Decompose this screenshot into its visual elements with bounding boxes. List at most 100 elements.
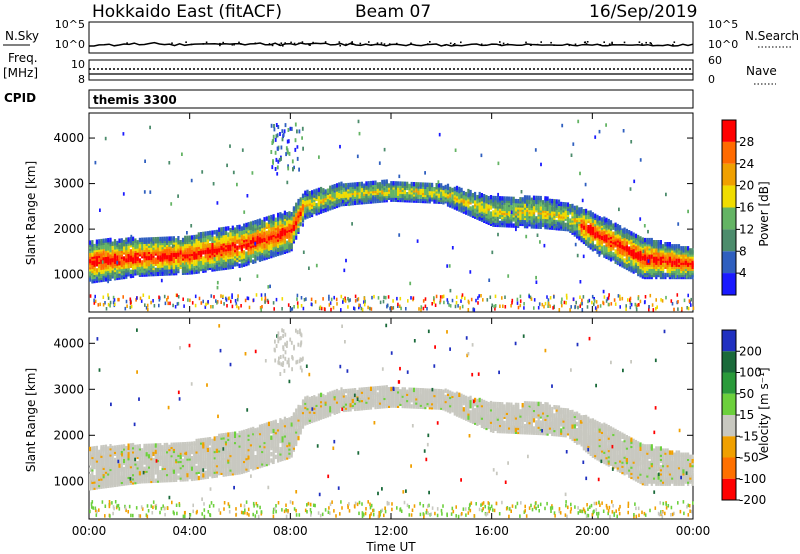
ground-scatter-cell bbox=[439, 295, 442, 299]
echo-cell bbox=[154, 267, 157, 273]
echo-cell bbox=[383, 179, 386, 184]
scatter-cell bbox=[507, 274, 510, 278]
echo-cell bbox=[471, 193, 474, 198]
ground-scatter-cell bbox=[606, 297, 609, 301]
scatter-cell bbox=[454, 148, 457, 152]
echo-cell bbox=[349, 182, 352, 188]
echo-cell bbox=[474, 191, 477, 197]
scatter-cell bbox=[256, 274, 259, 278]
echo-cell bbox=[603, 245, 606, 250]
echo-cell bbox=[147, 259, 151, 265]
echo-cell bbox=[412, 182, 416, 187]
ground-scatter-cell bbox=[363, 300, 365, 304]
echo-cell bbox=[141, 260, 144, 265]
echo-cell bbox=[544, 202, 547, 207]
echo-cell bbox=[195, 238, 198, 244]
ground-scatter-cell bbox=[174, 305, 177, 309]
echo-cell bbox=[249, 250, 252, 255]
echo-cell bbox=[245, 222, 248, 228]
scatter-cell bbox=[345, 258, 347, 263]
echo-cell bbox=[523, 195, 527, 200]
echo-cell bbox=[523, 203, 527, 208]
echo-cell bbox=[335, 183, 339, 188]
echo-cell bbox=[637, 265, 640, 271]
nsky-point bbox=[553, 44, 555, 46]
nsky-series bbox=[89, 41, 694, 47]
echo-cell bbox=[163, 261, 166, 266]
echo-cell bbox=[542, 200, 545, 205]
y-tick-label: 2000 bbox=[53, 222, 84, 236]
ground-scatter-cell bbox=[591, 294, 594, 299]
echo-cell bbox=[93, 475, 96, 480]
echo-cell bbox=[193, 261, 196, 266]
ground-scatter-cell bbox=[240, 304, 242, 308]
echo-cell bbox=[385, 179, 388, 184]
ground-scatter-cell bbox=[231, 295, 233, 299]
echo-cell bbox=[288, 151, 291, 156]
ground-scatter-cell bbox=[349, 298, 351, 302]
echo-cell bbox=[299, 221, 302, 227]
echo-cell bbox=[311, 190, 314, 195]
echo-cell bbox=[301, 126, 304, 131]
ground-scatter-cell bbox=[289, 307, 292, 312]
ground-scatter-cell bbox=[210, 305, 212, 309]
ground-scatter-cell bbox=[447, 300, 449, 305]
echo-cell bbox=[388, 183, 391, 188]
echo-cell bbox=[107, 446, 110, 451]
echo-cell bbox=[111, 249, 114, 255]
echo-cell bbox=[512, 204, 515, 210]
scatter-cell bbox=[647, 259, 650, 263]
ground-scatter-cell bbox=[225, 296, 227, 301]
ground-scatter-cell bbox=[296, 301, 299, 305]
echo-cell bbox=[422, 188, 425, 193]
nsky-point bbox=[449, 42, 452, 45]
ground-scatter-cell bbox=[593, 302, 595, 307]
echo-cell bbox=[267, 223, 271, 229]
ground-scatter-cell bbox=[97, 303, 100, 307]
echo-cell bbox=[177, 244, 180, 249]
echo-cell bbox=[91, 446, 94, 451]
nsky-point bbox=[460, 41, 462, 44]
echo-cell bbox=[195, 234, 198, 239]
scatter-cell bbox=[343, 268, 346, 273]
echo-cell bbox=[637, 234, 640, 240]
echo-cell bbox=[358, 181, 361, 187]
ground-scatter-cell bbox=[223, 302, 225, 306]
ground-scatter-cell bbox=[207, 300, 209, 304]
echo-cell bbox=[202, 250, 205, 255]
echo-cell bbox=[150, 243, 153, 248]
echo-cell bbox=[118, 238, 121, 243]
echo-cell bbox=[274, 231, 277, 237]
ground-scatter-cell bbox=[130, 304, 133, 309]
echo-cell bbox=[594, 244, 597, 249]
echo-cell bbox=[154, 478, 157, 483]
ground-scatter-cell bbox=[533, 306, 535, 310]
nsky-point bbox=[185, 41, 187, 43]
echo-cell bbox=[591, 212, 594, 217]
ground-scatter-cell bbox=[553, 295, 555, 299]
echo-cell bbox=[505, 196, 508, 201]
echo-cell bbox=[304, 209, 307, 214]
echo-cell bbox=[222, 226, 225, 232]
scatter-cell bbox=[598, 253, 601, 257]
echo-cell bbox=[116, 269, 119, 274]
echo-cell bbox=[188, 235, 191, 240]
ground-scatter-cell bbox=[104, 301, 106, 305]
echo-cell bbox=[446, 183, 450, 189]
echo-cell bbox=[360, 191, 363, 197]
echo-cell bbox=[628, 246, 631, 251]
echo-cell bbox=[172, 246, 175, 251]
echo-cell bbox=[639, 236, 642, 241]
echo-cell bbox=[537, 218, 540, 223]
echo-cell bbox=[277, 159, 280, 164]
ground-scatter-cell bbox=[560, 300, 563, 305]
echo-cell bbox=[143, 243, 146, 249]
echo-cell bbox=[569, 204, 572, 209]
echo-cell bbox=[523, 209, 527, 214]
ground-scatter-cell bbox=[549, 296, 552, 300]
echo-cell bbox=[571, 212, 574, 217]
echo-cell bbox=[120, 450, 123, 456]
echo-cell bbox=[138, 243, 141, 249]
ground-scatter-cell bbox=[94, 299, 97, 304]
echo-cell bbox=[374, 180, 377, 185]
